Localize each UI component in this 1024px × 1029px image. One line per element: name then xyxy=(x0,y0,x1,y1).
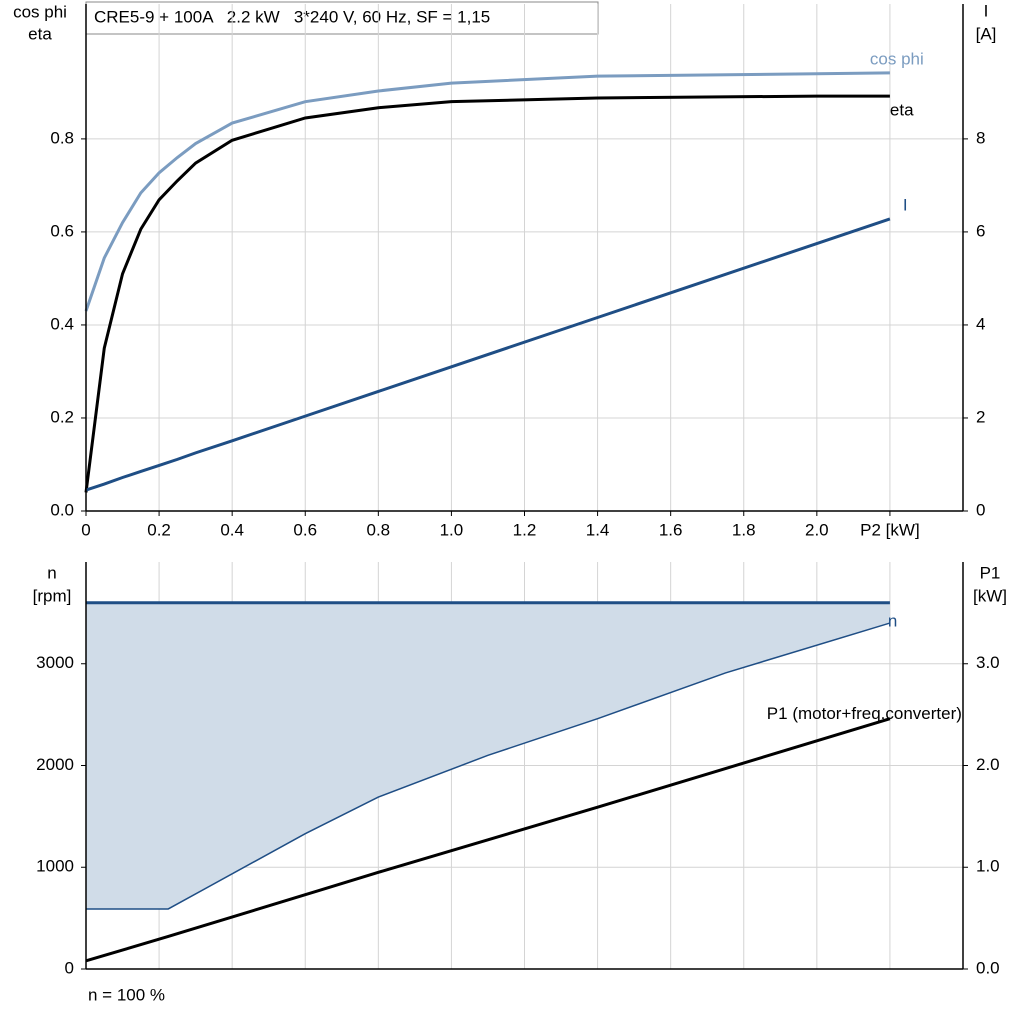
y-tick-label: 0.6 xyxy=(50,221,74,240)
y-tick-label: 0.8 xyxy=(50,128,74,147)
y-tick-label: 0 xyxy=(65,958,74,977)
y-axis-title: eta xyxy=(28,24,52,43)
series-label: eta xyxy=(890,101,914,120)
series-line xyxy=(85,217,891,492)
y2-tick-label: 3.0 xyxy=(976,653,1000,672)
y2-tick-label: 6 xyxy=(976,221,985,240)
x-tick-label: 0 xyxy=(81,520,90,539)
series-label: P1 (motor+freq.converter) xyxy=(767,704,962,723)
x-tick-label: 1.4 xyxy=(586,520,610,539)
series-line xyxy=(86,622,891,910)
series-label: cos phi xyxy=(870,49,924,68)
series-label: I xyxy=(903,195,908,214)
series-line xyxy=(84,94,890,493)
y2-tick-label: 0.0 xyxy=(976,958,1000,977)
y2-tick-label: 4 xyxy=(976,314,985,333)
note: n = 100 % xyxy=(88,985,165,1004)
y-tick-label: 3000 xyxy=(36,653,74,672)
y-tick-label: 2000 xyxy=(36,755,74,774)
y-tick-label: 1000 xyxy=(36,857,74,876)
y-tick-label: 0.0 xyxy=(50,500,74,519)
x-tick-label: P2 [kW] xyxy=(860,520,920,539)
y2-axis-title: [A] xyxy=(976,24,997,43)
series-label: n xyxy=(888,612,897,631)
x-tick-label: 0.8 xyxy=(367,520,391,539)
y2-tick-label: 0 xyxy=(976,500,985,519)
y2-tick-label: 2.0 xyxy=(976,755,1000,774)
y-tick-label: 0.2 xyxy=(50,407,74,426)
y2-axis-title: [kW] xyxy=(973,586,1007,605)
y-tick-label: 0.4 xyxy=(50,314,74,333)
y-axis-title: [rpm] xyxy=(33,586,72,605)
x-tick-label: 0.2 xyxy=(147,520,171,539)
series-line xyxy=(84,71,890,312)
y2-tick-label: 1.0 xyxy=(976,857,1000,876)
y2-axis-title: I xyxy=(984,1,989,20)
x-tick-label: 1.2 xyxy=(513,520,537,539)
x-tick-label: 1.0 xyxy=(440,520,464,539)
x-tick-label: 2.0 xyxy=(805,520,829,539)
y-axis-title: n xyxy=(47,563,56,582)
y2-tick-label: 8 xyxy=(976,128,985,147)
range-fill xyxy=(86,602,890,909)
x-tick-label: 1.6 xyxy=(659,520,683,539)
title-box xyxy=(85,1,599,35)
series-line xyxy=(85,717,891,963)
x-tick-label: 0.6 xyxy=(293,520,317,539)
chart-title: CRE5-9 + 100A 2.2 kW 3*240 V, 60 Hz, SF … xyxy=(94,7,490,26)
y-axis-title: cos phi xyxy=(13,2,67,21)
x-tick-label: 1.8 xyxy=(732,520,756,539)
y2-axis-title: P1 xyxy=(980,563,1001,582)
y2-tick-label: 2 xyxy=(976,407,985,426)
x-tick-label: 0.4 xyxy=(220,520,244,539)
